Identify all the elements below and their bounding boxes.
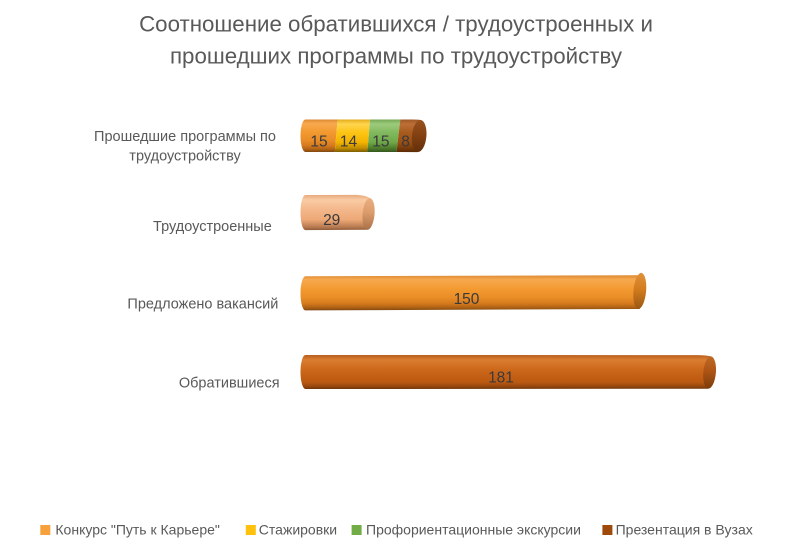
svg-text:15: 15 [372,134,389,151]
svg-text:Соотношение обратившихся / тру: Соотношение обратившихся / трудоустроенн… [139,12,653,37]
svg-text:29: 29 [323,212,340,229]
svg-text:150: 150 [454,291,480,308]
svg-text:Презентация в Вузах: Презентация в Вузах [616,522,753,538]
svg-text:181: 181 [488,370,514,387]
svg-text:14: 14 [340,134,358,151]
svg-text:15: 15 [310,134,327,151]
svg-text:Трудоустроенные: Трудоустроенные [153,219,272,235]
svg-text:Обратившиеся: Обратившиеся [179,376,280,392]
svg-text:Стажировки: Стажировки [259,522,337,538]
svg-text:Конкурс "Путь к Карьере": Конкурс "Путь к Карьере" [55,522,219,538]
svg-text:Профориентационные экскурсии: Профориентационные экскурсии [366,522,581,538]
svg-text:трудоустройству: трудоустройству [129,149,241,165]
svg-text:8: 8 [401,134,410,151]
svg-text:прошедших программы по трудоус: прошедших программы по трудоустройству [170,44,623,69]
svg-text:Предложено вакансий: Предложено вакансий [127,297,278,313]
svg-text:Прошедшие программы по: Прошедшие программы по [94,129,276,145]
